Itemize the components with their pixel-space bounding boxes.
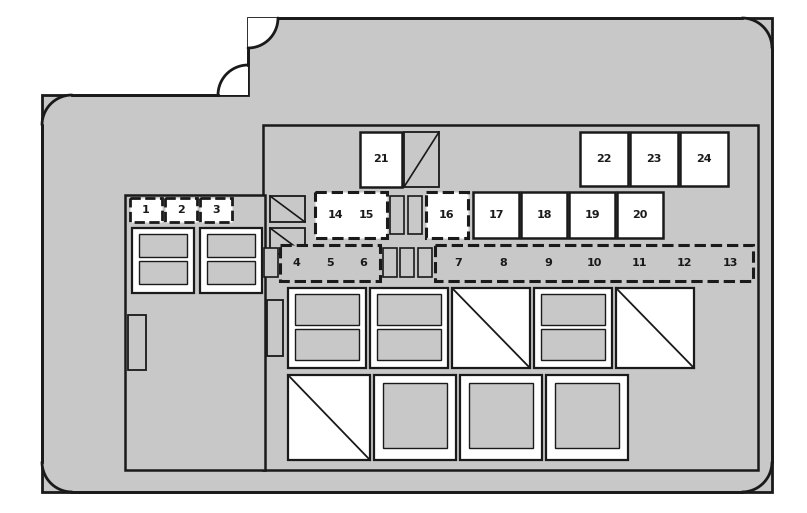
Text: 15: 15 [359, 210, 374, 220]
Bar [383, 248, 397, 277]
Bar [295, 329, 359, 360]
Bar [473, 192, 519, 238]
Bar [295, 294, 359, 325]
Bar [435, 245, 753, 281]
Bar [360, 132, 402, 187]
Bar [200, 198, 232, 222]
Polygon shape [742, 18, 772, 48]
Bar [580, 132, 628, 186]
Text: 21: 21 [374, 154, 389, 165]
Text: 9: 9 [545, 258, 553, 268]
Bar [374, 375, 456, 460]
Bar [555, 383, 619, 448]
Bar [418, 248, 432, 277]
Bar [280, 245, 380, 281]
Text: 7: 7 [454, 258, 462, 268]
Bar [616, 288, 694, 368]
Text: 18: 18 [536, 210, 552, 220]
Text: 8: 8 [500, 258, 507, 268]
Text: 14: 14 [328, 210, 343, 220]
Text: 13: 13 [722, 258, 738, 268]
Text: 19: 19 [584, 210, 600, 220]
Polygon shape [742, 462, 772, 492]
Bar [541, 294, 605, 325]
Bar [383, 383, 447, 448]
Polygon shape [218, 65, 248, 95]
Bar [617, 192, 663, 238]
Polygon shape [42, 462, 72, 492]
Bar [534, 288, 612, 368]
Bar [541, 329, 605, 360]
Text: 4: 4 [293, 258, 300, 268]
Polygon shape [42, 18, 772, 492]
Bar [404, 132, 439, 187]
Bar [139, 234, 187, 257]
Bar [452, 288, 530, 368]
Bar [390, 196, 404, 234]
Bar [263, 125, 758, 470]
Bar [569, 192, 615, 238]
Bar [460, 375, 542, 460]
Bar [377, 294, 441, 325]
Text: 12: 12 [677, 258, 692, 268]
Bar [270, 228, 305, 254]
Text: 17: 17 [488, 210, 504, 220]
Bar [125, 195, 265, 470]
Text: 22: 22 [596, 154, 612, 164]
Bar [139, 261, 187, 284]
Bar [408, 196, 422, 234]
Bar [546, 375, 628, 460]
Bar [207, 261, 255, 284]
Bar [288, 375, 370, 460]
Bar [469, 383, 533, 448]
Text: 16: 16 [439, 210, 455, 220]
Polygon shape [248, 18, 278, 48]
Text: 24: 24 [696, 154, 712, 164]
Bar [400, 248, 414, 277]
Bar [377, 329, 441, 360]
Text: 1: 1 [142, 205, 150, 215]
Bar [130, 198, 162, 222]
Bar [680, 132, 728, 186]
Bar [128, 315, 146, 370]
Bar [315, 192, 387, 238]
Bar [288, 288, 366, 368]
Bar [521, 192, 567, 238]
Bar [264, 248, 278, 277]
Bar [200, 228, 262, 293]
Text: 2: 2 [177, 205, 185, 215]
Bar [132, 228, 194, 293]
Text: 11: 11 [632, 258, 647, 268]
Text: 20: 20 [633, 210, 648, 220]
Text: 23: 23 [646, 154, 662, 164]
Bar [267, 300, 283, 356]
Bar [370, 288, 448, 368]
Text: 6: 6 [359, 258, 367, 268]
Bar [165, 198, 197, 222]
Polygon shape [42, 95, 72, 125]
Text: 10: 10 [587, 258, 602, 268]
Text: 5: 5 [326, 258, 334, 268]
Bar [426, 192, 468, 238]
Bar [207, 234, 255, 257]
Bar [630, 132, 678, 186]
Bar [270, 196, 305, 222]
Text: 3: 3 [212, 205, 220, 215]
